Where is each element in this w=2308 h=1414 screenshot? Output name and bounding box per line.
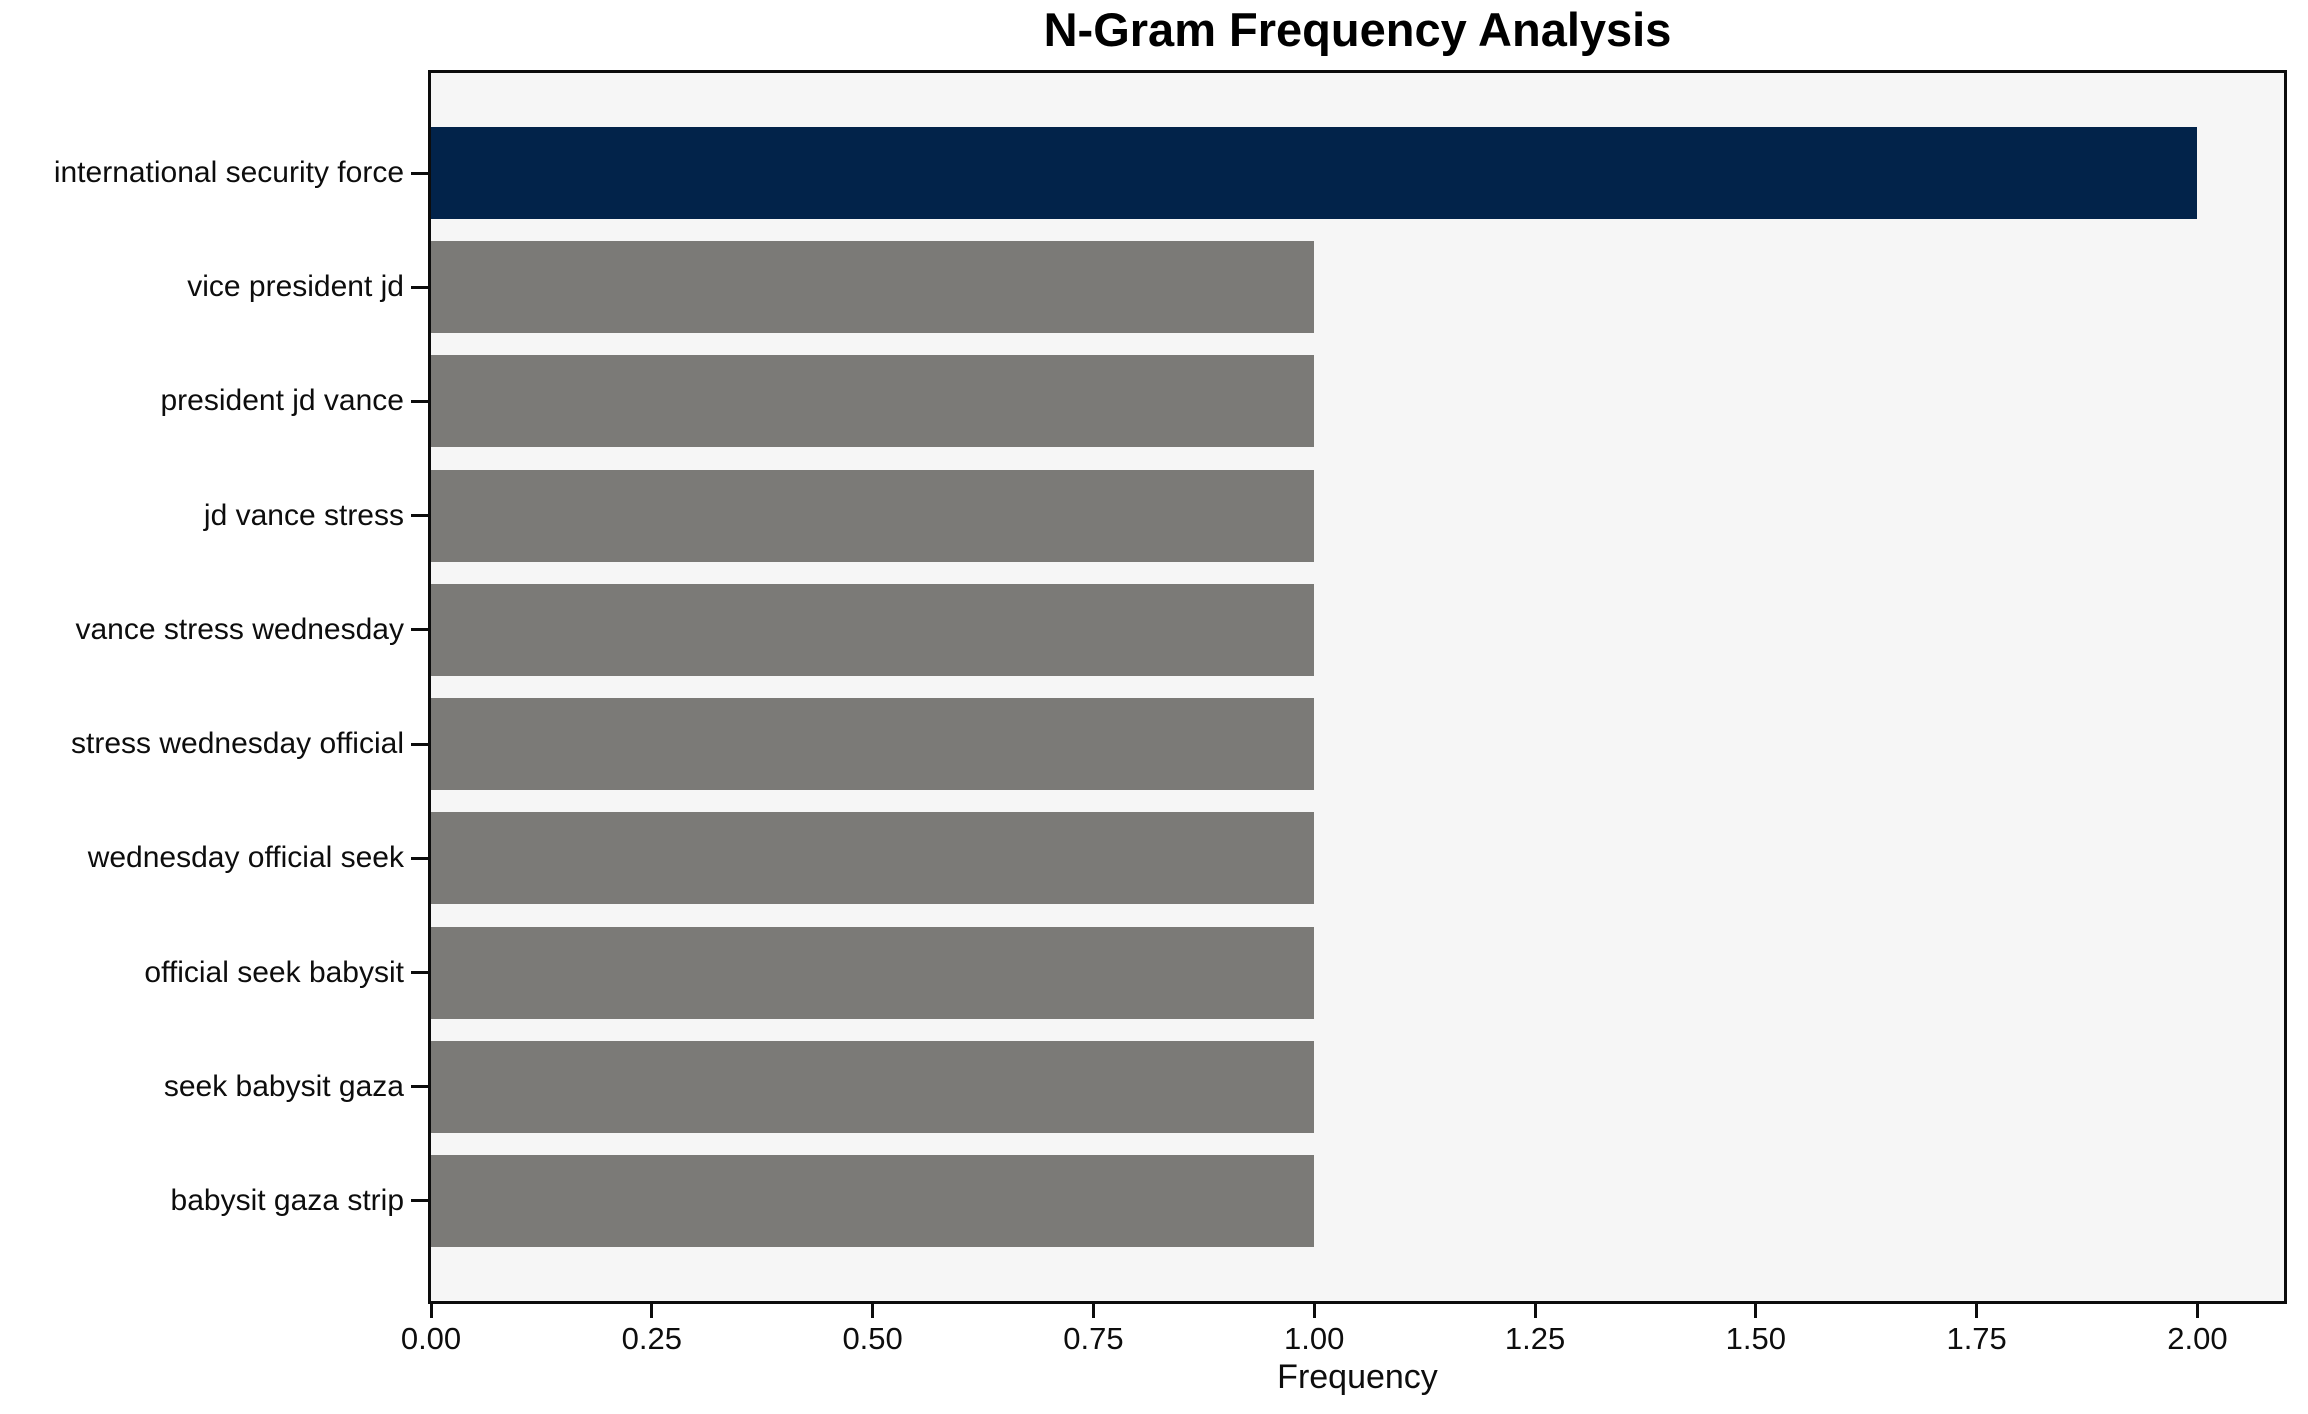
y-tick-mark: [411, 628, 428, 632]
plot-area: [428, 70, 2287, 1304]
y-tick-row: [411, 698, 428, 790]
x-tick-label: 0.50: [842, 1321, 903, 1356]
bar-row: [431, 469, 2284, 562]
bar-row: [431, 926, 2284, 1019]
y-tick-label: babysit gaza strip: [170, 1183, 404, 1217]
y-axis-tick-marks: [411, 73, 428, 1301]
x-tick-mark: [871, 1304, 875, 1318]
x-tick-mark: [1312, 1304, 1316, 1318]
bar-vice-president-jd: [431, 241, 1315, 334]
y-tick-label: international security force: [53, 156, 404, 189]
y-tick-mark: [411, 1199, 428, 1203]
x-tick-label: 0.25: [621, 1321, 682, 1356]
y-tick-mark: [411, 856, 428, 860]
x-tick-mark: [2195, 1304, 2199, 1318]
x-tick-label: 0.75: [1063, 1321, 1124, 1356]
x-tick-label: 1.25: [1504, 1321, 1566, 1356]
bar-row: [431, 127, 2284, 219]
bar-row: [431, 698, 2284, 791]
y-tick-row: [411, 812, 428, 904]
y-tick-row: [411, 927, 428, 1019]
chart-title: N-Gram Frequency Analysis: [1043, 3, 1672, 56]
bar-stress-wednesday-official: [431, 698, 1315, 791]
bar-seek-babysit-gaza: [431, 1040, 1315, 1133]
y-tick-label: vance stress wednesday: [75, 612, 404, 646]
bar-series: [431, 73, 2284, 1301]
x-tick-mark: [650, 1304, 654, 1318]
x-tick-mark: [429, 1304, 433, 1318]
bar-official-seek-babysit: [431, 926, 1315, 1019]
x-tick-mark: [1754, 1304, 1758, 1318]
y-tick-mark: [411, 742, 428, 746]
y-tick-row: [411, 1041, 428, 1133]
bar-row: [431, 355, 2284, 448]
bar-jd-vance-stress: [431, 469, 1315, 562]
y-tick-mark: [411, 1085, 428, 1089]
y-tick-label: seek babysit gaza: [163, 1069, 404, 1103]
bar-international-security-force: [431, 127, 2198, 219]
y-tick-mark: [411, 971, 428, 975]
bar-babysit-gaza-strip: [431, 1154, 1315, 1247]
y-tick-row: [411, 470, 428, 562]
y-tick-mark: [411, 399, 428, 403]
y-tick-label: stress wednesday official: [71, 727, 404, 761]
x-tick-mark: [1533, 1304, 1537, 1318]
x-tick-mark: [1975, 1304, 1979, 1318]
y-axis-labels: international security force vice preside…: [0, 73, 404, 1301]
y-tick-row: [411, 241, 428, 333]
y-tick-mark: [411, 171, 428, 175]
bar-row: [431, 812, 2284, 905]
bar-row: [431, 1040, 2284, 1133]
y-tick-mark: [411, 285, 428, 289]
bar-president-jd-vance: [431, 355, 1315, 448]
y-tick-row: [411, 1155, 428, 1247]
y-tick-label: vice president jd: [187, 270, 404, 304]
y-tick-label: jd vance stress: [203, 498, 404, 532]
x-tick-label: 1.50: [1725, 1321, 1786, 1356]
x-tick-label: 2.00: [2167, 1321, 2228, 1356]
x-tick-label: 1.00: [1284, 1321, 1345, 1356]
y-tick-label: president jd vance: [160, 384, 405, 418]
y-tick-row: [411, 127, 428, 219]
bar-wednesday-official-seek: [431, 812, 1315, 905]
y-tick-row: [411, 584, 428, 676]
bar-row: [431, 583, 2284, 676]
y-tick-label: official seek babysit: [144, 955, 404, 989]
x-axis: 0.00 0.25 0.50 0.75 1.00 1.25 1.50 1.75 2.00: [0, 1304, 2308, 1364]
y-tick-label: wednesday official seek: [87, 841, 404, 875]
y-tick-row: [411, 355, 428, 447]
x-tick-label: 1.75: [1946, 1321, 2007, 1356]
x-axis-title: Frequency: [1277, 1358, 1438, 1396]
x-tick-mark: [1091, 1304, 1095, 1318]
y-tick-mark: [411, 514, 428, 518]
x-tick-label: 0.00: [400, 1321, 462, 1356]
bar-row: [431, 241, 2284, 334]
bar-vance-stress-wednesday: [431, 583, 1315, 676]
bar-row: [431, 1154, 2284, 1247]
